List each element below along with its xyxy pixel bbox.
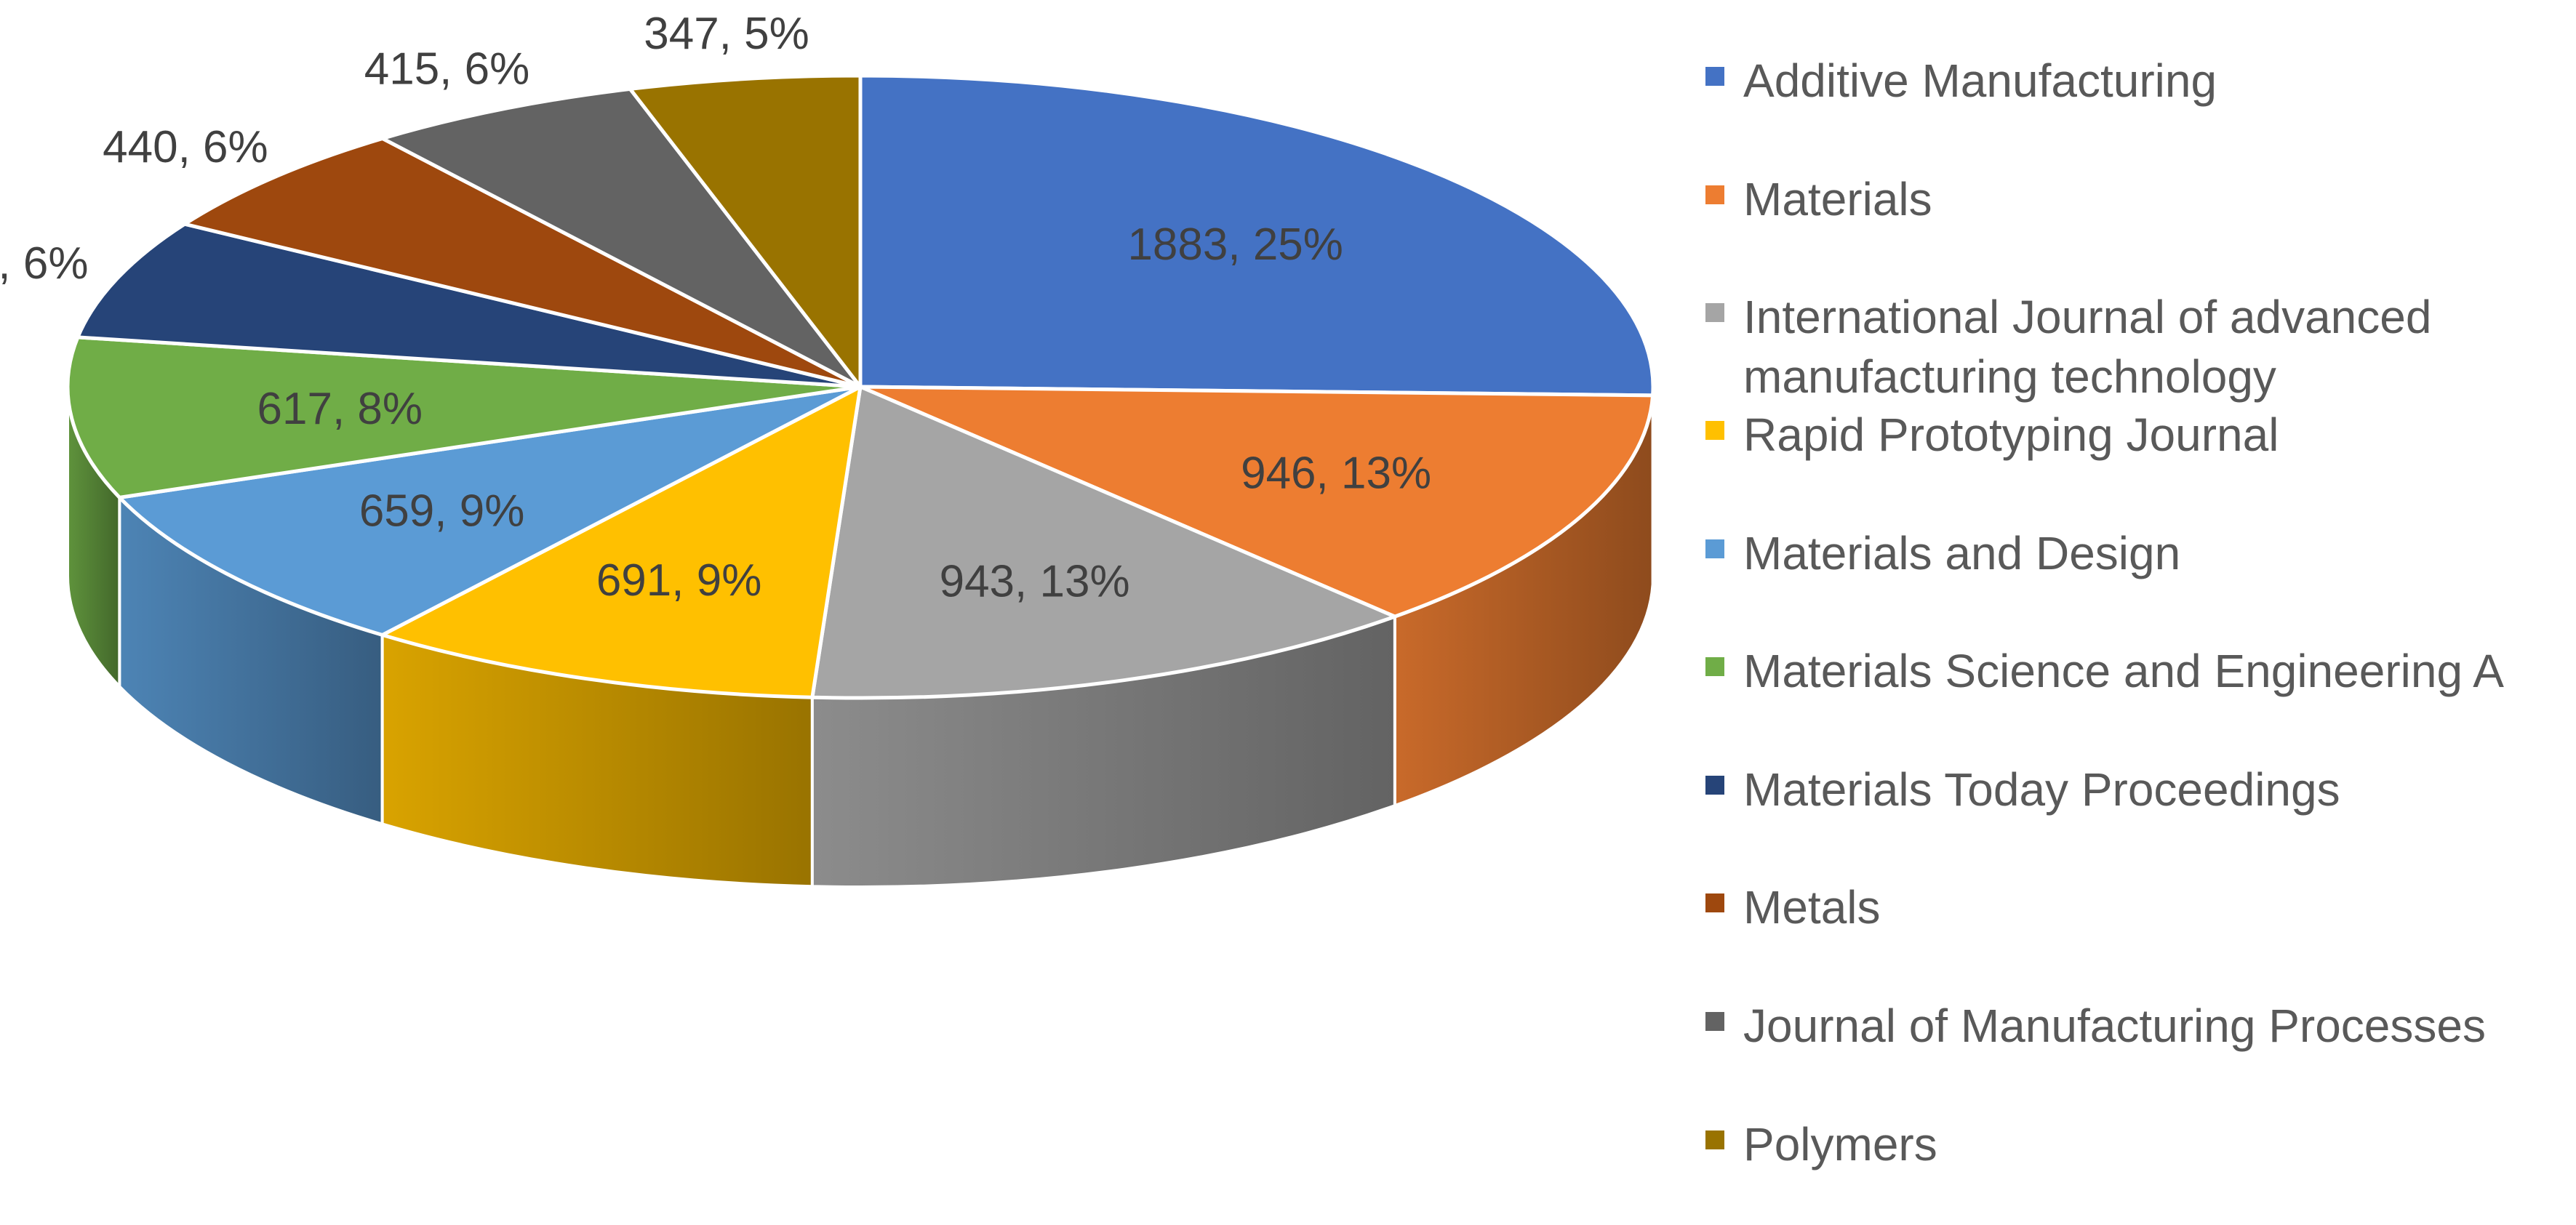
data-label-journal-of-manufacturing-processes: 415, 6% <box>364 44 530 94</box>
legend-swatch <box>1705 303 1724 322</box>
data-label-polymers: 347, 5% <box>644 9 809 59</box>
pie-data-labels: 1883, 25% 946, 13% 943, 13% 691, 9% 659, 9% 6… <box>0 9 1431 606</box>
legend-swatch <box>1705 421 1724 440</box>
legend-label: Rapid Prototyping Journal <box>1743 409 2279 461</box>
legend-item-journal-of-manufacturing-processes[interactable]: Journal of Manufacturing Processes <box>1705 996 2558 1056</box>
legend-label: Materials Today Proceedings <box>1743 763 2340 816</box>
legend-label: International Journal of advanced manufa… <box>1743 291 2432 403</box>
legend-label: Materials <box>1743 173 1932 225</box>
data-label-materials: 946, 13% <box>1241 449 1431 499</box>
pie-side-walls <box>66 386 1655 888</box>
legend-item-additive-manufacturing[interactable]: Additive Manufacturing <box>1705 51 2558 111</box>
legend-item-materials[interactable]: Materials <box>1705 169 2558 229</box>
legend-label: Materials Science and Engineering A <box>1743 645 2504 697</box>
legend-label: Polymers <box>1743 1118 1937 1170</box>
data-label-materials-science-and-engineering-a: 617, 8% <box>257 384 423 434</box>
data-label-rapid-prototyping-journal: 691, 9% <box>596 555 762 606</box>
legend-label: Materials and Design <box>1743 527 2181 579</box>
legend-item-polymers[interactable]: Polymers <box>1705 1114 2558 1174</box>
pie-top-slices <box>65 73 1655 700</box>
legend-swatch <box>1705 776 1724 795</box>
slice-polymers[interactable] <box>628 73 863 389</box>
slice-materials-today-proceedings[interactable] <box>76 222 863 389</box>
slice-metals[interactable] <box>183 136 863 389</box>
legend-item-metals[interactable]: Metals <box>1705 877 2558 937</box>
data-label-international-journal-of-advanced-manufacturing-technology: 943, 13% <box>940 556 1130 606</box>
legend-swatch <box>1705 539 1724 558</box>
legend-label: Metals <box>1743 881 1881 933</box>
legend-item-international-journal-of-advanced-manufacturing-technology[interactable]: International Journal of advanced manufa… <box>1705 287 2558 406</box>
legend-swatch <box>1705 657 1724 676</box>
slice-rapid-prototyping-journal[interactable] <box>380 385 863 699</box>
slice-materials-and-design[interactable] <box>117 385 863 637</box>
legend-item-rapid-prototyping-journal[interactable]: Rapid Prototyping Journal <box>1705 405 2558 465</box>
data-label-metals: 440, 6% <box>103 122 268 172</box>
legend-swatch <box>1705 1130 1724 1149</box>
legend-swatch <box>1705 1012 1724 1031</box>
legend-item-materials-science-and-engineering-a[interactable]: Materials Science and Engineering A <box>1705 641 2558 701</box>
legend-label: Additive Manufacturing <box>1743 55 2217 107</box>
data-label-additive-manufacturing: 1883, 25% <box>1127 220 1343 270</box>
slice-international-journal-of-advanced-manufacturing-technology[interactable] <box>810 385 1397 700</box>
slice-materials-science-and-engineering-a[interactable] <box>65 335 863 499</box>
legend-item-materials-and-design[interactable]: Materials and Design <box>1705 523 2558 583</box>
legend-swatch <box>1705 67 1724 86</box>
pie-chart: 1883, 25% 946, 13% 943, 13% 691, 9% 659, 9% 6… <box>0 9 1655 888</box>
slice-additive-manufacturing[interactable] <box>858 73 1655 398</box>
slice-journal-of-manufacturing-processes[interactable] <box>380 87 863 389</box>
legend-item-materials-today-proceedings[interactable]: Materials Today Proceedings <box>1705 760 2558 819</box>
legend-swatch <box>1705 185 1724 204</box>
legend-label: Journal of Manufacturing Processes <box>1743 1000 2486 1052</box>
data-label-materials-today-proceedings: 460, 6% <box>0 238 88 289</box>
data-label-materials-and-design: 659, 9% <box>359 486 525 537</box>
legend-swatch <box>1705 893 1724 912</box>
slice-materials[interactable] <box>858 385 1655 619</box>
